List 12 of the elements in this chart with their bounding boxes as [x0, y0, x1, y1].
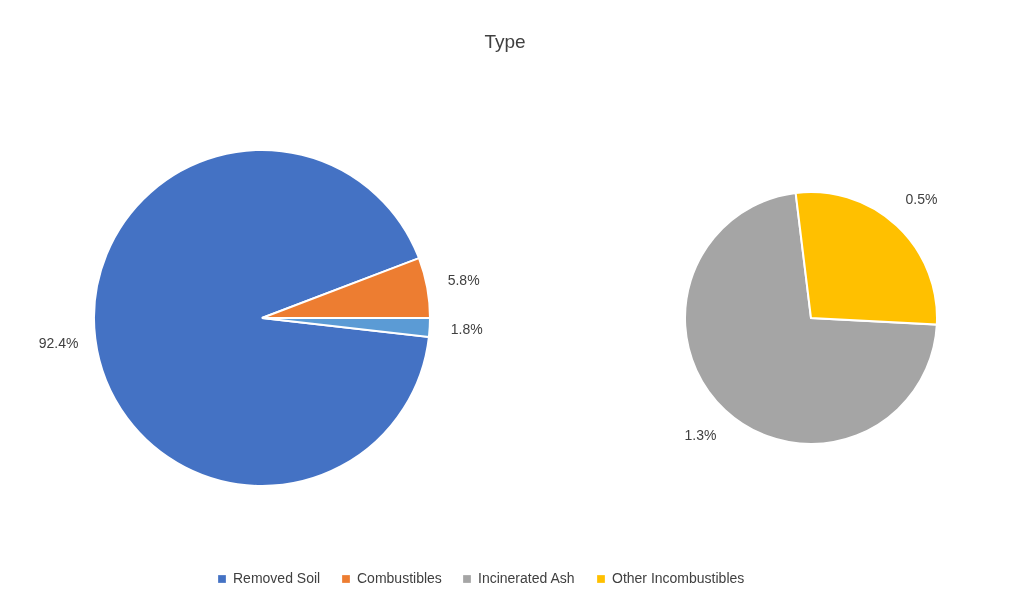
legend-label: Removed Soil: [233, 570, 321, 586]
legend-label: Combustibles: [357, 570, 442, 586]
chart-title: Type: [484, 31, 526, 52]
legend-label: Other Incombustibles: [612, 570, 745, 586]
data-label: 1.8%: [450, 320, 483, 337]
pie-slice: [93, 149, 430, 487]
pie-slice: [684, 191, 938, 445]
legend-label: Incinerated Ash: [478, 570, 575, 586]
data-label: 92.4%: [38, 334, 79, 351]
data-label: 0.5%: [905, 190, 938, 207]
data-label: 5.8%: [447, 271, 480, 288]
data-label: 1.3%: [684, 427, 717, 444]
